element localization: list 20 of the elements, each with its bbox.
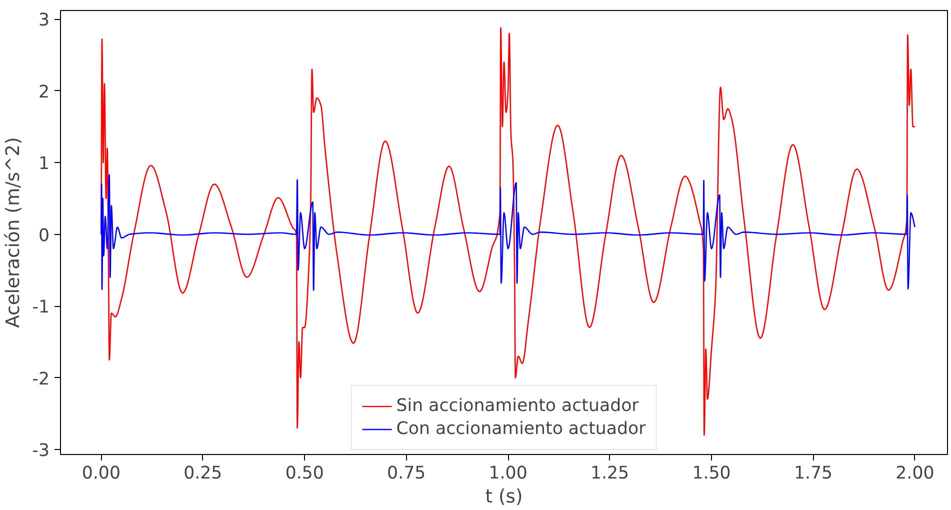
x-tick-label: 1.25	[590, 464, 630, 484]
x-tick-label: 1.00	[488, 464, 528, 484]
x-tick-label: 0.50	[285, 464, 324, 484]
legend-label: Con accionamiento actuador	[396, 419, 646, 439]
y-tick-label: 1	[38, 154, 50, 174]
x-tick-label: 1.75	[794, 464, 833, 484]
y-tick-label: 0	[38, 226, 50, 246]
y-tick-label: 3	[38, 10, 50, 31]
x-tick-label: 0.25	[184, 464, 222, 484]
x-axis-title: t (s)	[485, 486, 523, 508]
x-tick-label: 1.50	[692, 464, 731, 484]
y-tick-label: -2	[32, 369, 50, 390]
x-tick-label: 0.75	[387, 464, 426, 484]
y-tick-label: -1	[32, 298, 50, 318]
y-tick-label: -3	[32, 440, 50, 461]
y-tick-label: 2	[38, 82, 50, 102]
x-tick-label: 2.00	[896, 464, 934, 484]
y-axis-title: Aceleración (m/s^2)	[3, 137, 24, 328]
x-tick-label: 0.00	[82, 464, 120, 484]
legend-label: Sin accionamiento actuador	[396, 396, 639, 416]
